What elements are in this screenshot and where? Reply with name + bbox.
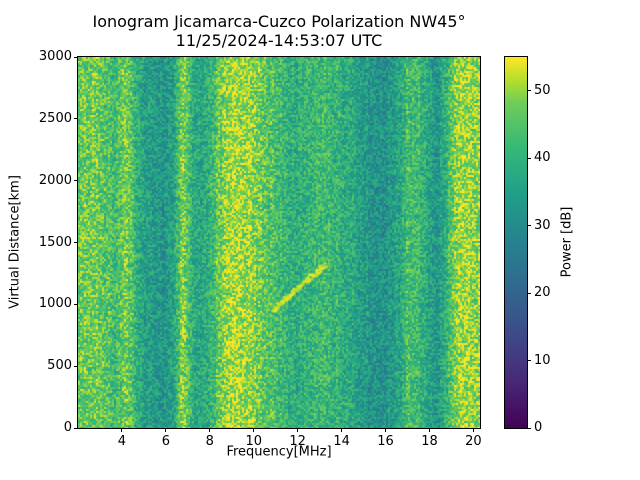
- y-tick-label: 1500: [38, 234, 72, 250]
- x-tick-mark: [428, 428, 430, 432]
- x-tick-label: 4: [117, 434, 127, 449]
- x-tick-label: 12: [289, 434, 306, 449]
- x-tick-mark: [209, 428, 211, 432]
- y-tick-label: 500: [47, 358, 72, 374]
- colorbar-tick-label: 20: [534, 285, 551, 301]
- y-tick-label: 3000: [38, 49, 72, 64]
- colorbar-tick-mark: [527, 427, 531, 429]
- x-tick-mark: [121, 428, 123, 432]
- x-tick-mark: [341, 428, 343, 432]
- y-tick-mark: [74, 242, 78, 243]
- x-tick-mark: [253, 428, 255, 432]
- colorbar-tick-mark: [527, 225, 531, 227]
- colorbar-tick-label: 30: [534, 217, 551, 233]
- y-tick-mark: [74, 303, 78, 305]
- x-tick-label: 10: [245, 434, 262, 449]
- x-tick-mark: [385, 428, 387, 432]
- y-tick-mark: [74, 118, 78, 120]
- y-tick-mark: [74, 56, 78, 58]
- x-tick-label: 8: [205, 434, 214, 449]
- y-tick-label: 2000: [38, 172, 72, 188]
- colorbar-tick-label: 50: [534, 82, 551, 98]
- x-tick-label: 18: [421, 434, 438, 449]
- x-axis-label: Frequency[MHz]: [226, 444, 332, 460]
- colorbar-tick-label: 40: [534, 150, 551, 166]
- x-tick-mark: [165, 428, 167, 432]
- colorbar-tick-label: 10: [534, 352, 551, 368]
- chart-title-block: Ionogram Jicamarca-Cuzco Polarization NW…: [92, 12, 465, 50]
- x-tick-label: 14: [333, 434, 350, 449]
- heatmap-plot: [78, 57, 480, 428]
- chart-title: Ionogram Jicamarca-Cuzco Polarization NW…: [92, 12, 466, 31]
- x-tick-label: 20: [465, 434, 482, 449]
- x-tick-mark: [297, 428, 299, 432]
- y-tick-label: 2500: [38, 110, 72, 126]
- colorbar-tick-mark: [527, 90, 531, 92]
- x-tick-label: 6: [161, 434, 170, 449]
- colorbar-tick-mark: [527, 360, 531, 362]
- colorbar-tick-mark: [527, 292, 531, 294]
- x-tick-mark: [472, 428, 474, 432]
- chart-subtitle: 11/25/2024-14:53:07 UTC: [175, 31, 383, 50]
- y-tick-mark: [74, 180, 78, 182]
- y-axis-label: Virtual Distance[km]: [7, 175, 23, 309]
- colorbar: [505, 57, 527, 428]
- y-tick-mark: [74, 427, 78, 429]
- colorbar-tick-mark: [527, 157, 531, 159]
- y-tick-mark: [74, 365, 78, 367]
- colorbar-label: Power [dB]: [559, 206, 575, 278]
- x-tick-label: 16: [377, 434, 394, 449]
- y-tick-label: 1000: [38, 296, 72, 312]
- y-tick-label: 0: [63, 420, 72, 435]
- colorbar-tick-label: 0: [534, 420, 543, 435]
